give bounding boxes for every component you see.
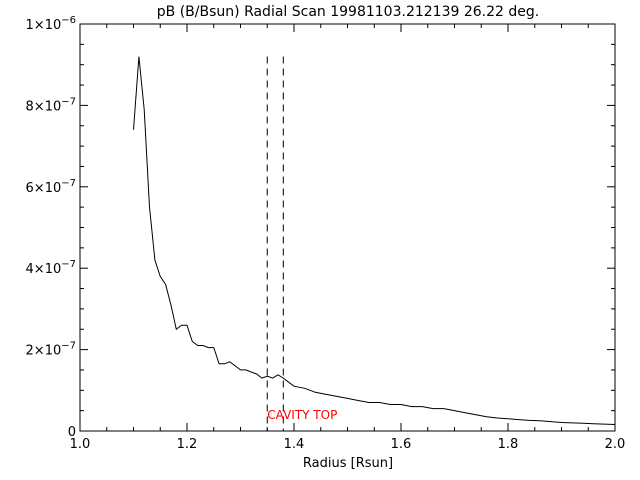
y-axis-ticks: 0 2×10−7 4×10−7 6×10−7 8×10−7 1×10−6 bbox=[26, 15, 615, 440]
annotation-label: CAVITY TOP bbox=[267, 408, 337, 422]
series-layer bbox=[133, 56, 616, 425]
x-tick-label: 1.6 bbox=[391, 437, 412, 452]
x-tick-label: 1.4 bbox=[284, 437, 305, 452]
plot-frame bbox=[79, 23, 616, 432]
y-tick-label: 4×10−7 bbox=[26, 259, 76, 277]
y-tick-label: 2×10−7 bbox=[26, 341, 76, 359]
reference-lines bbox=[266, 56, 284, 431]
y-tick-label: 1×10−6 bbox=[26, 15, 76, 33]
annotations: CAVITY TOP bbox=[267, 408, 337, 422]
series-line bbox=[133, 56, 616, 425]
x-tick-label: 1.8 bbox=[498, 437, 519, 452]
x-axis-label: Radius [Rsun] bbox=[303, 456, 393, 471]
x-tick-label: 2.0 bbox=[605, 437, 626, 452]
chart-title: pB (B/Bsun) Radial Scan 19981103.212139 … bbox=[157, 4, 539, 20]
y-tick-label: 6×10−7 bbox=[26, 178, 76, 196]
x-tick-label: 1.2 bbox=[177, 437, 198, 452]
y-tick-label: 0 bbox=[68, 425, 76, 440]
x-axis-ticks: 1.0 1.2 1.4 1.6 1.8 2.0 bbox=[70, 24, 626, 452]
x-tick-label: 1.0 bbox=[70, 437, 91, 452]
y-tick-label: 8×10−7 bbox=[26, 96, 76, 114]
